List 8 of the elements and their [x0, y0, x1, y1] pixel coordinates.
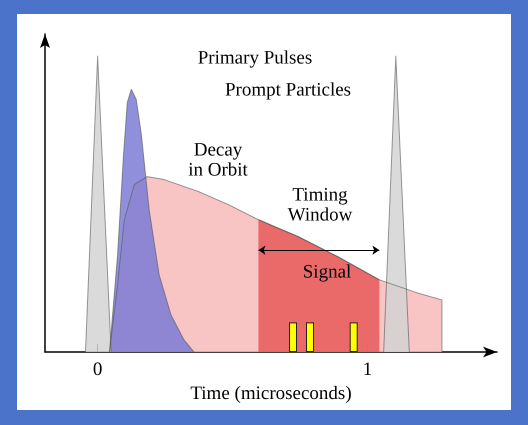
annotation: Decay in Orbit [188, 140, 249, 180]
x-tick-label: 1 [362, 359, 372, 380]
x-axis-title: Time (microseconds) [190, 382, 352, 404]
annotation: Signal [302, 262, 352, 282]
annotation: Primary Pulses [198, 48, 312, 68]
annotation: Prompt Particles [224, 80, 352, 100]
annotation: Timing Window [288, 184, 353, 226]
x-tick-label: 0 [92, 359, 102, 380]
